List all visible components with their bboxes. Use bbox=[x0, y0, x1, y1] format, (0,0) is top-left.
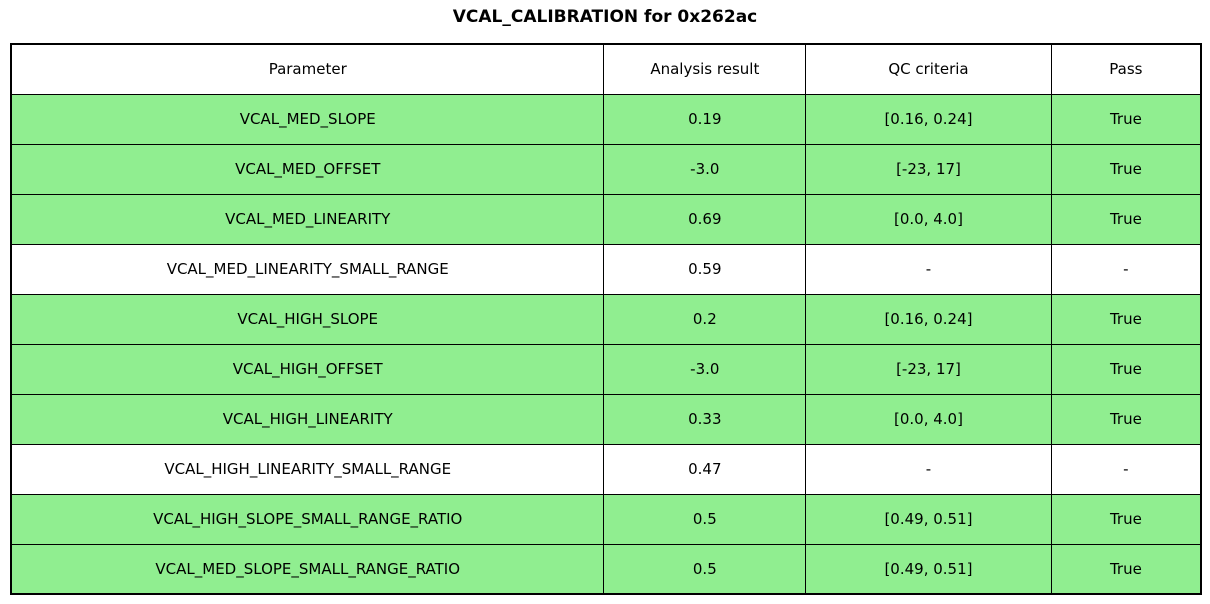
table-row: VCAL_MED_SLOPE_SMALL_RANGE_RATIO 0.5 [0.… bbox=[10, 543, 1202, 595]
table-header-row: Parameter Analysis result QC criteria Pa… bbox=[10, 43, 1202, 95]
cell-qc-criteria: [0.0, 4.0] bbox=[805, 193, 1052, 245]
cell-qc-criteria: - bbox=[805, 243, 1052, 295]
cell-analysis-result: 0.5 bbox=[603, 493, 807, 545]
cell-pass: True bbox=[1050, 543, 1202, 595]
cell-analysis-result: 0.59 bbox=[603, 243, 807, 295]
column-header-parameter: Parameter bbox=[10, 43, 605, 95]
cell-qc-criteria: [-23, 17] bbox=[805, 143, 1052, 195]
cell-parameter: VCAL_MED_SLOPE bbox=[10, 93, 605, 145]
cell-pass: True bbox=[1050, 493, 1202, 545]
table-row: VCAL_HIGH_LINEARITY 0.33 [0.0, 4.0] True bbox=[10, 393, 1202, 445]
cell-pass: True bbox=[1050, 93, 1202, 145]
cell-pass: True bbox=[1050, 393, 1202, 445]
cell-parameter: VCAL_MED_LINEARITY bbox=[10, 193, 605, 245]
cell-pass: - bbox=[1050, 443, 1202, 495]
cell-parameter: VCAL_HIGH_SLOPE_SMALL_RANGE_RATIO bbox=[10, 493, 605, 545]
cell-analysis-result: 0.69 bbox=[603, 193, 807, 245]
cell-qc-criteria: [-23, 17] bbox=[805, 343, 1052, 395]
cell-analysis-result: 0.33 bbox=[603, 393, 807, 445]
cell-parameter: VCAL_MED_OFFSET bbox=[10, 143, 605, 195]
cell-analysis-result: -3.0 bbox=[603, 343, 807, 395]
table-row: VCAL_MED_LINEARITY 0.69 [0.0, 4.0] True bbox=[10, 193, 1202, 245]
table-row: VCAL_HIGH_OFFSET -3.0 [-23, 17] True bbox=[10, 343, 1202, 395]
cell-analysis-result: 0.5 bbox=[603, 543, 807, 595]
table-row: VCAL_HIGH_LINEARITY_SMALL_RANGE 0.47 - - bbox=[10, 443, 1202, 495]
qc-results-table: Parameter Analysis result QC criteria Pa… bbox=[10, 43, 1202, 595]
cell-parameter: VCAL_HIGH_LINEARITY bbox=[10, 393, 605, 445]
table-row: VCAL_MED_OFFSET -3.0 [-23, 17] True bbox=[10, 143, 1202, 195]
cell-analysis-result: -3.0 bbox=[603, 143, 807, 195]
column-header-pass: Pass bbox=[1050, 43, 1202, 95]
table-row: VCAL_MED_SLOPE 0.19 [0.16, 0.24] True bbox=[10, 93, 1202, 145]
table-row: VCAL_MED_LINEARITY_SMALL_RANGE 0.59 - - bbox=[10, 243, 1202, 295]
column-header-qc-criteria: QC criteria bbox=[805, 43, 1052, 95]
cell-parameter: VCAL_MED_LINEARITY_SMALL_RANGE bbox=[10, 243, 605, 295]
cell-qc-criteria: [0.16, 0.24] bbox=[805, 93, 1052, 145]
cell-pass: True bbox=[1050, 193, 1202, 245]
cell-pass: - bbox=[1050, 243, 1202, 295]
cell-pass: True bbox=[1050, 293, 1202, 345]
cell-parameter: VCAL_HIGH_LINEARITY_SMALL_RANGE bbox=[10, 443, 605, 495]
table-row: VCAL_HIGH_SLOPE_SMALL_RANGE_RATIO 0.5 [0… bbox=[10, 493, 1202, 545]
cell-qc-criteria: [0.16, 0.24] bbox=[805, 293, 1052, 345]
cell-qc-criteria: [0.49, 0.51] bbox=[805, 543, 1052, 595]
cell-qc-criteria: [0.49, 0.51] bbox=[805, 493, 1052, 545]
cell-pass: True bbox=[1050, 143, 1202, 195]
table-row: VCAL_HIGH_SLOPE 0.2 [0.16, 0.24] True bbox=[10, 293, 1202, 345]
column-header-analysis-result: Analysis result bbox=[603, 43, 807, 95]
cell-parameter: VCAL_HIGH_OFFSET bbox=[10, 343, 605, 395]
cell-parameter: VCAL_MED_SLOPE_SMALL_RANGE_RATIO bbox=[10, 543, 605, 595]
cell-pass: True bbox=[1050, 343, 1202, 395]
cell-qc-criteria: [0.0, 4.0] bbox=[805, 393, 1052, 445]
cell-analysis-result: 0.47 bbox=[603, 443, 807, 495]
cell-analysis-result: 0.19 bbox=[603, 93, 807, 145]
cell-parameter: VCAL_HIGH_SLOPE bbox=[10, 293, 605, 345]
page-title: VCAL_CALIBRATION for 0x262ac bbox=[452, 7, 758, 27]
cell-qc-criteria: - bbox=[805, 443, 1052, 495]
cell-analysis-result: 0.2 bbox=[603, 293, 807, 345]
